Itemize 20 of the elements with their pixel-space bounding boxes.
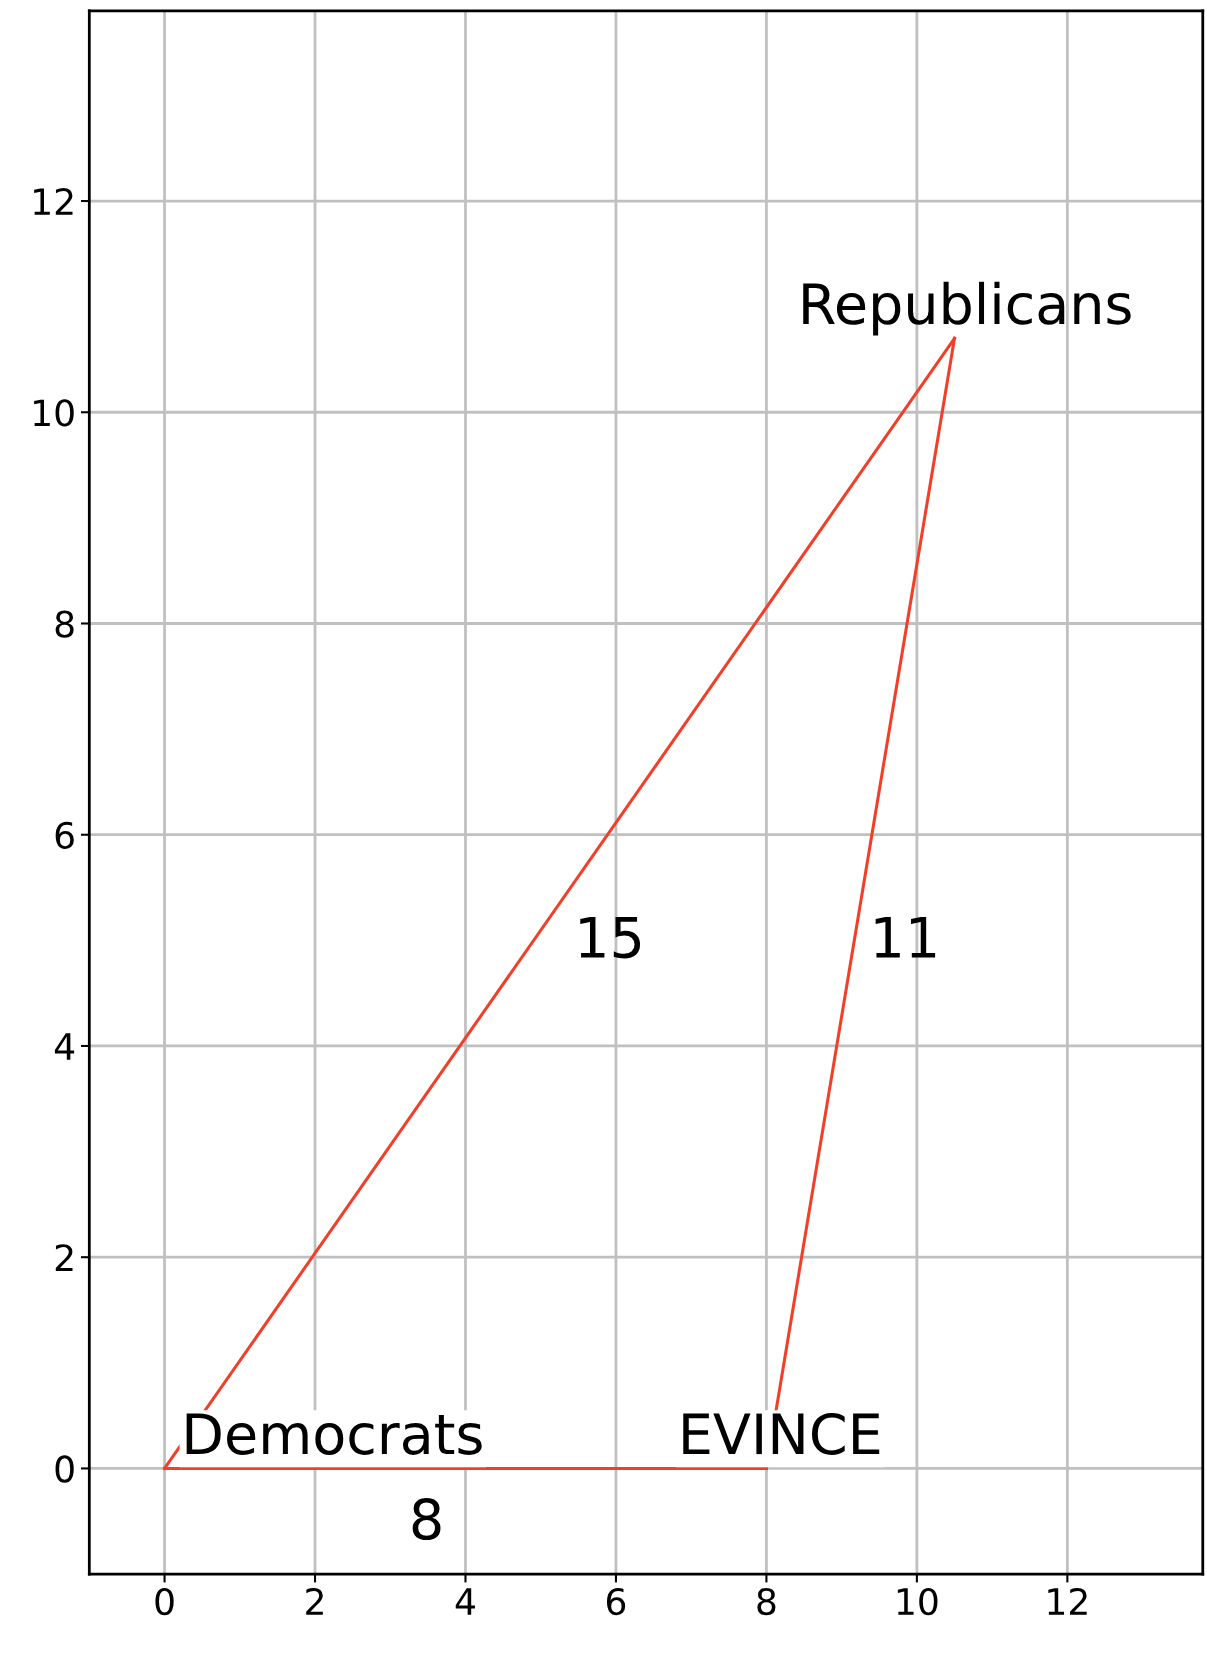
y-tick-label: 12 [34, 187, 73, 215]
annotation: EVINCE [683, 1412, 880, 1455]
annotation: Republicans [803, 281, 1131, 336]
y-tick-label: 6 [55, 821, 74, 849]
y-tick-label: 4 [54, 1033, 75, 1060]
x-tick-label: 8 [757, 1587, 776, 1616]
y-tick-label: 8 [55, 610, 74, 638]
annotation: 8 [412, 1498, 441, 1541]
x-tick-label: 4 [455, 1588, 475, 1615]
annotation: 15 [580, 917, 641, 959]
y-tick-label: 2 [55, 1244, 73, 1271]
x-tick-label: 6 [606, 1587, 626, 1616]
x-tick-label: 0 [155, 1587, 174, 1616]
x-tick-label: 12 [1048, 1587, 1087, 1615]
annotation: Democrats [186, 1413, 482, 1455]
x-tick-label: 2 [306, 1587, 323, 1615]
annotation: 11 [875, 917, 936, 958]
y-tick-label: 10 [34, 399, 74, 427]
x-tick-label: 10 [897, 1587, 938, 1616]
y-tick-label: 0 [55, 1455, 74, 1483]
